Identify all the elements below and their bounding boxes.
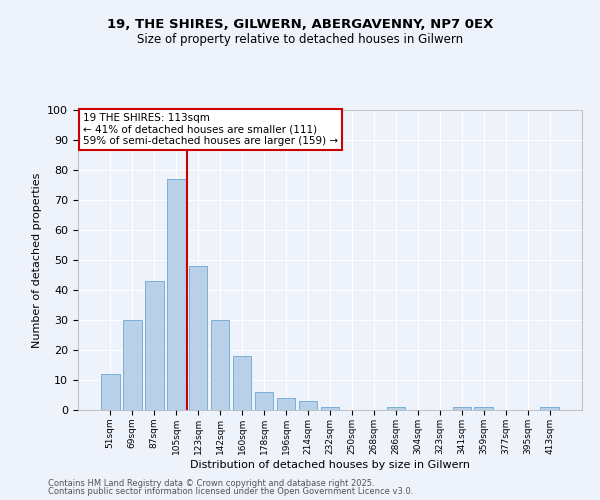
Bar [189,266,208,410]
Y-axis label: Number of detached properties: Number of detached properties [32,172,42,348]
Bar [123,320,142,410]
Text: Size of property relative to detached houses in Gilwern: Size of property relative to detached ho… [137,32,463,46]
X-axis label: Distribution of detached houses by size in Gilwern: Distribution of detached houses by size … [190,460,470,469]
Bar [299,401,317,410]
Bar [277,398,295,410]
Text: Contains public sector information licensed under the Open Government Licence v3: Contains public sector information licen… [48,488,413,496]
Text: Contains HM Land Registry data © Crown copyright and database right 2025.: Contains HM Land Registry data © Crown c… [48,478,374,488]
Bar [167,179,185,410]
Bar [101,374,119,410]
Text: 19, THE SHIRES, GILWERN, ABERGAVENNY, NP7 0EX: 19, THE SHIRES, GILWERN, ABERGAVENNY, NP… [107,18,493,30]
Bar [452,407,471,410]
Bar [475,407,493,410]
Bar [255,392,274,410]
Text: 19 THE SHIRES: 113sqm
← 41% of detached houses are smaller (111)
59% of semi-det: 19 THE SHIRES: 113sqm ← 41% of detached … [83,113,338,146]
Bar [211,320,229,410]
Bar [233,356,251,410]
Bar [386,407,405,410]
Bar [320,407,340,410]
Bar [541,407,559,410]
Bar [145,281,164,410]
